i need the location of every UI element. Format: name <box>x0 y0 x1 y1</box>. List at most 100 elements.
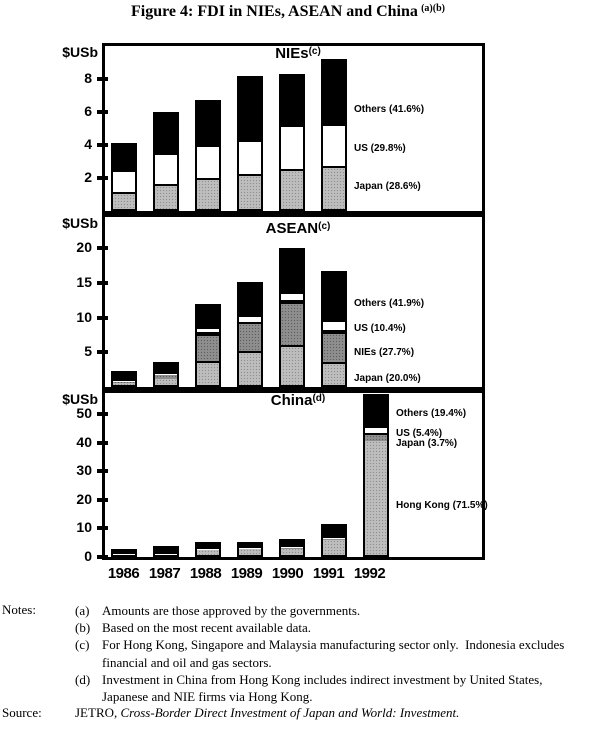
y-tick-label: 4 <box>84 136 92 152</box>
bar-segment-us <box>237 140 263 177</box>
figure-title-text: Figure 4: FDI in NIEs, ASEAN and China <box>131 3 418 20</box>
bar-segment-japan <box>195 179 221 211</box>
y-tick-mark <box>97 77 108 81</box>
bar-segment-hong-kong <box>237 549 263 557</box>
year-label-1986: 1986 <box>107 565 140 582</box>
y-tick-mark <box>97 555 108 559</box>
bar-segment-others <box>153 112 179 154</box>
y-axis-unit-label-nies: $USb <box>62 44 98 60</box>
stacked-bar-nies-1989 <box>237 75 263 211</box>
y-tick-mark <box>97 110 108 114</box>
series-label: Japan (20.0%) <box>354 373 421 384</box>
bar-segment-japan <box>363 434 389 441</box>
year-label-1988: 1988 <box>189 565 222 582</box>
bar-segment-us <box>279 291 305 302</box>
bar-segment-japan <box>237 352 263 387</box>
y-tick-mark <box>97 526 108 531</box>
bar-segment-others <box>237 75 263 141</box>
bar-segment-hong-kong <box>363 440 389 557</box>
chart-panel-china <box>102 390 485 560</box>
bar-segment-us <box>237 547 263 549</box>
bar-segment-hong-kong <box>321 539 347 557</box>
note-item: (c) For Hong Kong, Singapore and Malaysi… <box>75 636 575 670</box>
y-tick-mark <box>97 350 108 355</box>
stacked-bar-nies-1991 <box>321 59 347 211</box>
series-label: Others (41.9%) <box>354 298 425 309</box>
note-text: For Hong Kong, Singapore and Malaysia ma… <box>102 637 568 670</box>
panel-title-nies: NIEs(c) <box>213 45 383 62</box>
bar-segment-others <box>111 143 137 170</box>
series-label: Japan (3.7%) <box>396 438 458 449</box>
y-tick-label: 8 <box>84 70 92 86</box>
notes-label: Notes: <box>2 602 36 617</box>
panel-title-china: China(d) <box>213 392 383 409</box>
bar-segment-japan <box>153 186 179 211</box>
bar-segment-japan <box>237 176 263 211</box>
bar-segment-others <box>111 548 137 555</box>
y-tick-mark <box>97 246 108 251</box>
bar-segment-us <box>195 326 221 334</box>
note-item: (d) Investment in China from Hong Kong i… <box>75 671 575 705</box>
stacked-bar-asean-1990 <box>279 247 305 387</box>
bar-segment-others <box>321 524 347 539</box>
note-item: (a) Amounts are those approved by the go… <box>75 602 575 619</box>
bar-segment-us <box>111 169 137 195</box>
bar-segment-hong-kong <box>279 548 305 557</box>
bar-segment-japan <box>279 347 305 387</box>
bar-segment-others <box>195 542 221 549</box>
bar-segment-us <box>195 145 221 180</box>
bar-segment-others <box>195 100 221 145</box>
bar-segment-us <box>111 380 137 382</box>
y-tick-label: 10 <box>76 519 92 536</box>
note-text: Amounts are those approved by the govern… <box>102 603 361 618</box>
stacked-bar-asean-1988 <box>195 303 221 387</box>
source-prefix: JETRO, <box>75 705 121 720</box>
bar-segment-japan <box>237 548 263 549</box>
stacked-bar-china-1989 <box>237 541 263 557</box>
bar-segment-us <box>237 316 263 322</box>
bar-segment-us <box>195 548 221 550</box>
bar-segment-us <box>363 425 389 435</box>
bar-segment-japan <box>111 382 137 387</box>
bar-segment-others <box>111 371 137 381</box>
note-tag: (b) <box>75 620 91 636</box>
y-tick-label: 0 <box>84 548 92 564</box>
bar-segment-us <box>321 123 347 169</box>
stacked-bar-china-1987 <box>153 546 179 557</box>
bar-segment-others <box>363 394 389 426</box>
note-text: Based on the most recent available data. <box>102 620 312 636</box>
stacked-bar-china-1990 <box>279 539 305 557</box>
bar-segment-japan <box>279 171 305 211</box>
bar-segment-us <box>321 538 347 540</box>
bar-segment-others <box>279 74 305 126</box>
bar-segment-nies <box>321 332 347 365</box>
bar-segment-us <box>321 320 347 333</box>
stacked-bar-china-1991 <box>321 524 347 557</box>
stacked-bar-asean-1986 <box>111 371 137 387</box>
series-label: Others (19.4%) <box>396 408 467 419</box>
y-tick-mark <box>97 176 108 180</box>
stacked-bar-china-1992 <box>363 394 389 557</box>
y-tick-label: 2 <box>84 169 92 185</box>
y-tick-label: 5 <box>84 343 92 360</box>
bar-segment-others <box>195 303 221 327</box>
note-tag: (d) <box>75 671 91 687</box>
y-tick-label: 10 <box>76 308 92 325</box>
note-tag: (c) <box>75 637 90 653</box>
bar-segment-japan <box>195 549 221 550</box>
panel-title-text: NIEs <box>275 45 309 62</box>
bar-segment-us <box>153 153 179 187</box>
bar-segment-others <box>279 539 305 548</box>
series-label: NIEs (27.7%) <box>354 347 415 358</box>
stacked-bar-nies-1988 <box>195 100 221 211</box>
y-tick-label: 20 <box>76 239 92 256</box>
year-label-1992: 1992 <box>353 565 386 582</box>
panel-title-superscript: (c) <box>318 221 331 232</box>
series-label: Hong Kong (71.5%) <box>396 500 488 511</box>
bar-segment-japan <box>321 364 347 387</box>
y-tick-label: 6 <box>84 103 92 119</box>
stacked-bar-china-1988 <box>195 542 221 557</box>
y-axis-unit-label-china: $USb <box>62 391 98 407</box>
source-label: Source: <box>2 705 42 720</box>
